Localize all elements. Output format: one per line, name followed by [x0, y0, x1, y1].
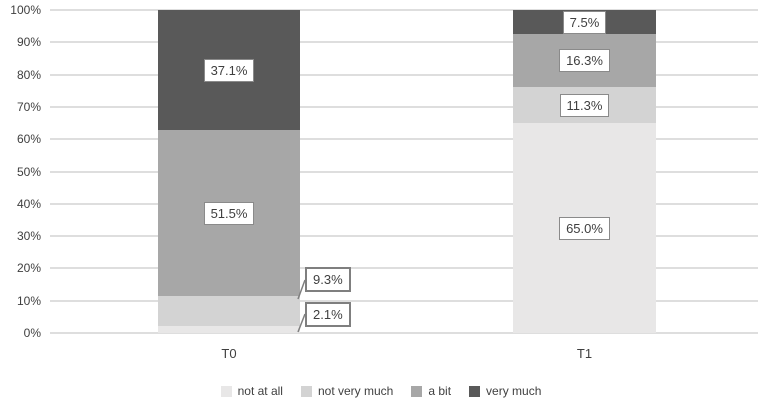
- category-label-T1: T1: [576, 346, 593, 361]
- y-axis-tick-label: 70%: [16, 100, 41, 114]
- bar-segment-not-at-all: [158, 326, 300, 333]
- data-label-row: 37.1%: [158, 10, 300, 130]
- legend-item-a-bit: a bit: [411, 384, 451, 398]
- legend-swatch-icon: [411, 385, 423, 397]
- data-label: 65.0%: [559, 216, 610, 240]
- data-label-row: 7.5%: [513, 10, 656, 34]
- data-label-row: 11.3%: [513, 87, 656, 123]
- data-label: 7.5%: [562, 10, 607, 34]
- data-label: 51.5%: [203, 201, 255, 225]
- data-label: 37.1%: [203, 58, 255, 82]
- data-label-row: 65.0%: [513, 123, 656, 333]
- callout-data-label: 2.1%: [305, 302, 351, 327]
- legend-label: not at all: [237, 384, 283, 398]
- data-label: 16.3%: [559, 49, 610, 72]
- legend-swatch-icon: [469, 385, 481, 397]
- y-axis-tick-label: 60%: [16, 132, 41, 146]
- legend-label: a bit: [428, 384, 452, 398]
- gridline: [50, 332, 758, 334]
- legend-item-not-very-much: not very much: [300, 384, 394, 398]
- gridline: [50, 300, 758, 302]
- gridline: [50, 171, 758, 173]
- callout-data-label: 9.3%: [305, 267, 351, 292]
- y-axis-tick-label: 30%: [16, 229, 41, 243]
- y-axis-tick-label: 50%: [16, 165, 41, 179]
- gridline: [50, 235, 758, 237]
- legend-swatch-icon: [300, 385, 312, 397]
- gridline: [50, 41, 758, 43]
- legend-item-very-much: very much: [469, 384, 541, 398]
- y-axis-tick-label: 90%: [16, 35, 41, 49]
- gridline: [50, 9, 758, 11]
- gridline: [50, 106, 758, 108]
- bar-segment-not-very-much: [158, 296, 300, 326]
- y-axis-tick-label: 10%: [16, 294, 41, 308]
- y-axis-tick-label: 100%: [10, 3, 41, 17]
- data-label-row: 51.5%: [158, 130, 300, 296]
- y-axis-tick-label: 80%: [16, 68, 41, 82]
- gridline: [50, 267, 758, 269]
- gridline: [50, 74, 758, 76]
- legend-swatch-icon: [220, 385, 232, 397]
- gridline: [50, 138, 758, 140]
- category-label-T0: T0: [221, 346, 237, 361]
- y-axis-tick-label: 0%: [23, 326, 41, 340]
- y-axis-tick-label: 40%: [16, 197, 41, 211]
- data-label-row: 16.3%: [513, 34, 656, 87]
- y-axis-tick-label: 20%: [16, 261, 41, 275]
- legend-label: not very much: [317, 384, 394, 398]
- legend: not at all not very much a bit very much: [0, 381, 762, 401]
- legend-item-not-at-all: not at all: [220, 384, 283, 398]
- legend-label: very much: [486, 384, 542, 398]
- data-label: 11.3%: [559, 93, 610, 117]
- gridline: [50, 203, 758, 205]
